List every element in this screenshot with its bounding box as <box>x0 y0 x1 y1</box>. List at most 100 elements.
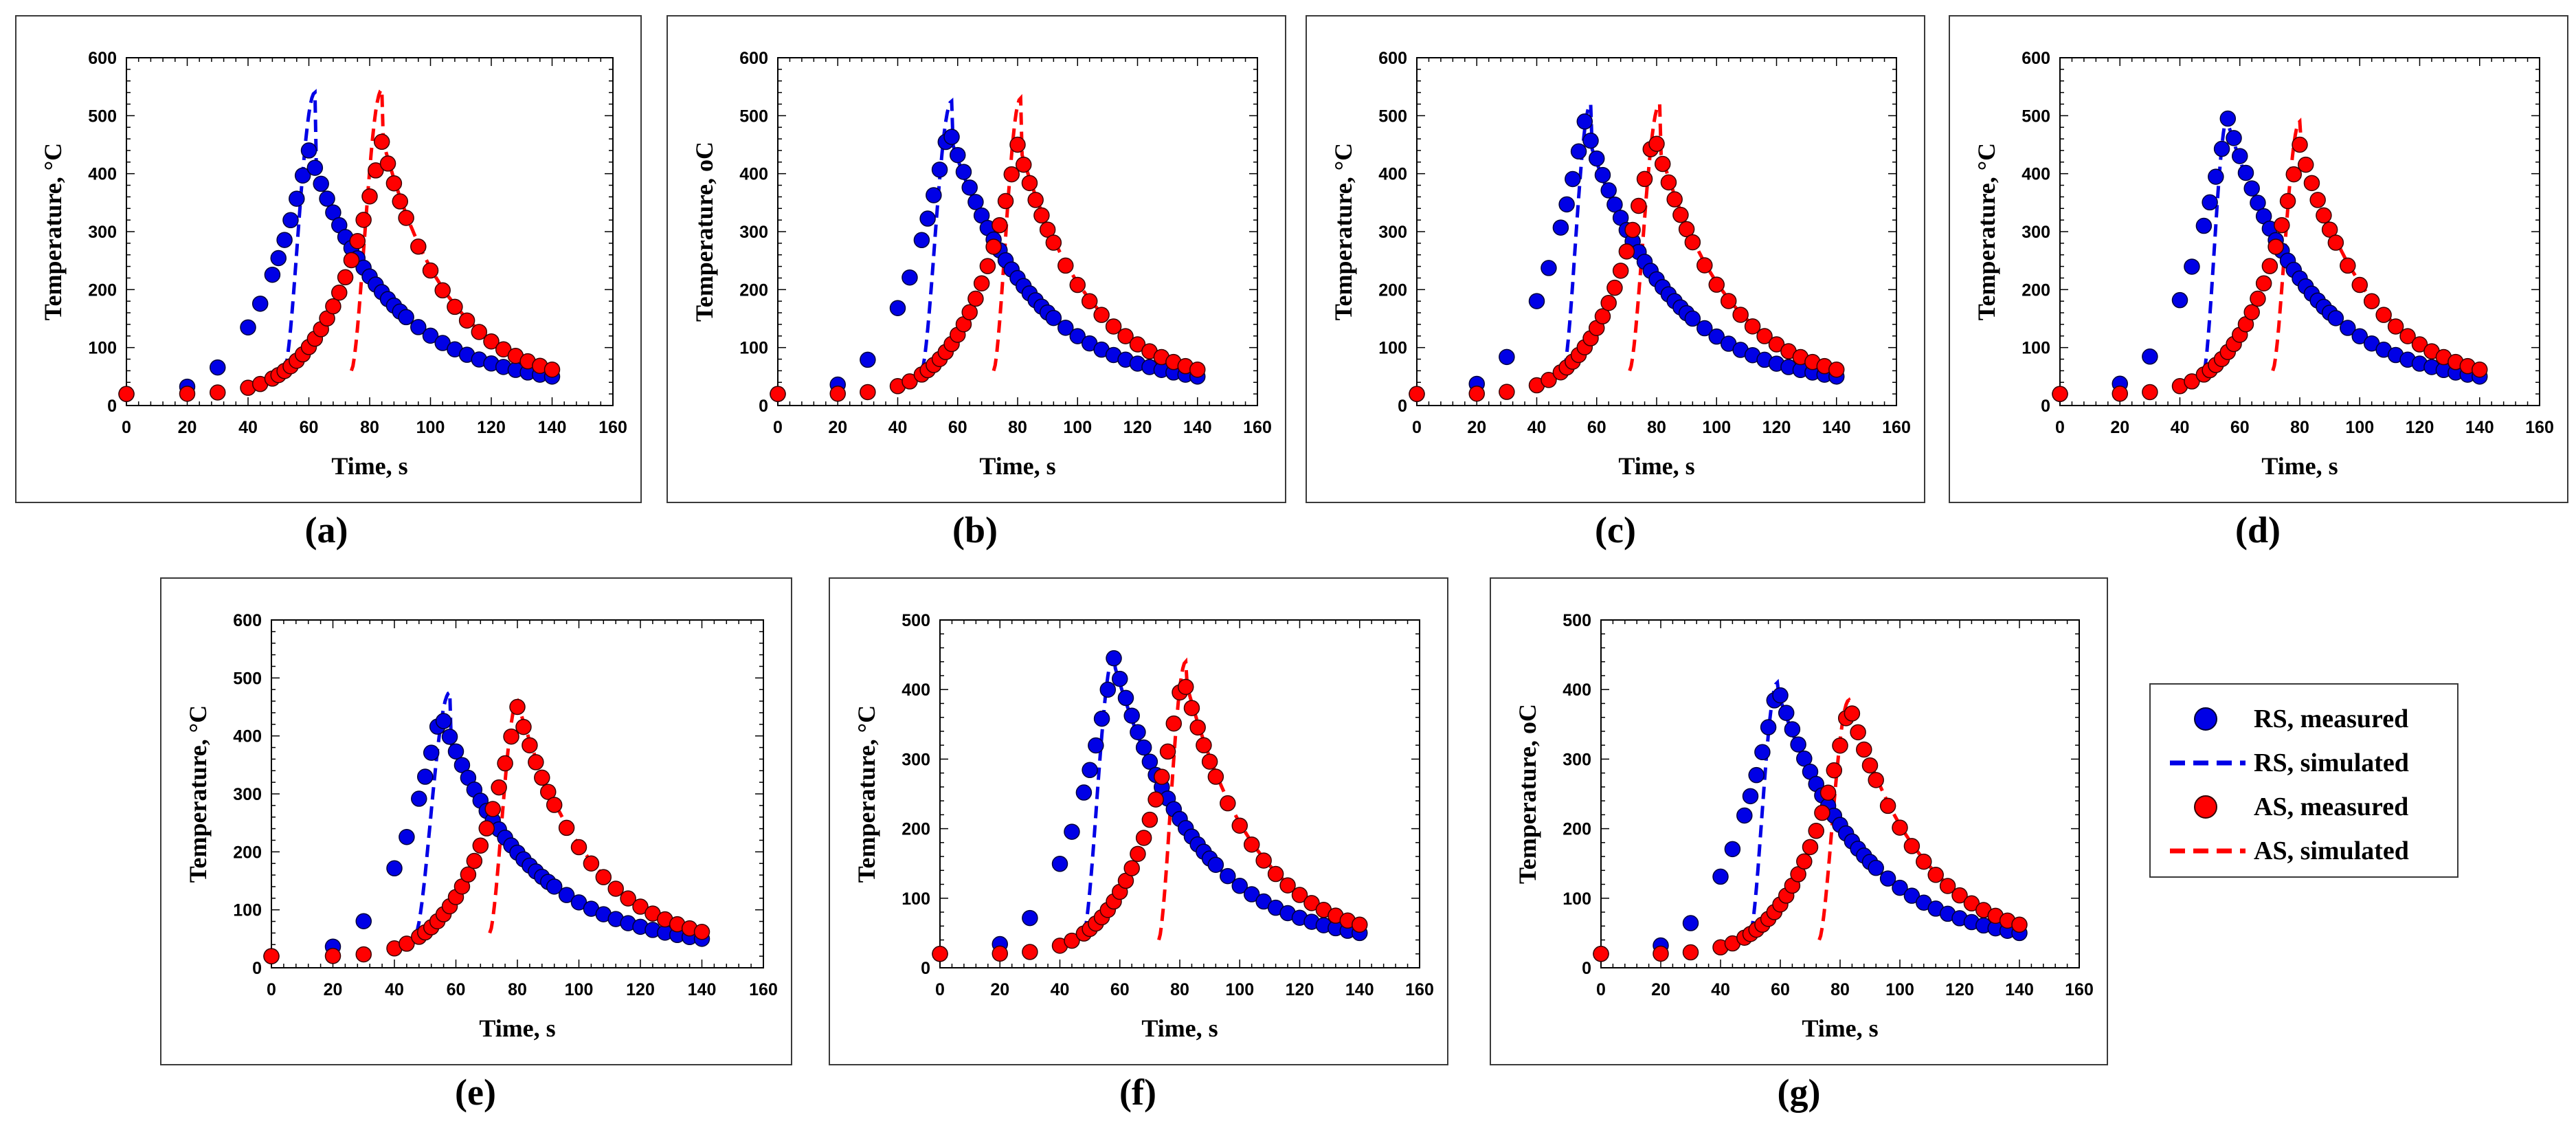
x-tick-label: 160 <box>1243 418 1272 437</box>
as-measured-point <box>992 945 1008 962</box>
as-measured-point <box>1267 865 1284 883</box>
as-measured-point <box>434 282 451 299</box>
rs-measured-point <box>1600 182 1617 199</box>
as-measured-point <box>1064 932 1080 949</box>
rs-measured-point <box>1069 328 1086 344</box>
as-measured-point <box>343 252 360 269</box>
as-measured-point <box>1828 361 1845 378</box>
rs-measured-point <box>1724 841 1741 858</box>
as-measured-point <box>1606 279 1623 296</box>
y-tick-label: 100 <box>1563 889 1591 909</box>
as-measured-point <box>528 754 544 771</box>
rs-measured-point <box>2202 194 2218 211</box>
as-measured-point <box>2309 192 2326 208</box>
y-axis-label: Temperature, °C <box>1973 143 2000 320</box>
rs-measured-point <box>919 210 936 227</box>
x-tick-label: 120 <box>1945 980 1974 999</box>
as-measured-point <box>1600 294 1617 311</box>
rs-measured-point <box>1207 856 1224 873</box>
rs-measured-point <box>1582 132 1599 149</box>
as-measured-point <box>1231 817 1248 834</box>
as-measured-point <box>472 837 489 854</box>
as-measured-point <box>693 923 710 940</box>
as-measured-point <box>503 728 519 745</box>
as-measured-point <box>570 839 587 856</box>
x-tick-label: 100 <box>2345 418 2374 437</box>
as-measured-point <box>1826 762 1843 779</box>
as-measured-point <box>2112 386 2128 402</box>
x-tick-label: 0 <box>773 418 783 437</box>
as-measured-point <box>1409 386 1425 402</box>
y-tick-label: 300 <box>1378 223 1407 242</box>
rs-measured-point <box>240 319 256 336</box>
as-measured-point <box>2340 257 2356 274</box>
x-tick-label: 160 <box>1882 418 1911 437</box>
y-tick-label: 0 <box>2041 397 2050 416</box>
y-tick-label: 0 <box>759 397 768 416</box>
rs-measured-point <box>1712 868 1729 885</box>
x-tick-label: 140 <box>538 418 567 437</box>
y-tick-label: 500 <box>1378 107 1407 126</box>
x-tick-label: 120 <box>1762 418 1791 437</box>
x-tick-label: 40 <box>1711 980 1730 999</box>
y-tick-label: 200 <box>1378 280 1407 300</box>
as-measured-point <box>1879 797 1896 815</box>
chart-svg: 0 20 40 60 80 100 120 140 160 0 100 200 300 400 500 600… <box>184 611 778 1042</box>
as-measured-point <box>1868 772 1884 788</box>
as-measured-point <box>1708 276 1725 293</box>
x-tick-label: 80 <box>1170 980 1189 999</box>
rs-measured-point <box>313 175 329 192</box>
as-measured-point <box>1027 192 1044 208</box>
rs-measured-point <box>1868 859 1884 876</box>
as-measured-point <box>179 386 196 402</box>
as-measured-point <box>325 298 341 315</box>
x-tick-label: 100 <box>1063 418 1092 437</box>
y-axis-label: Temperature, °C <box>39 143 67 320</box>
as-measured-point <box>1081 293 1098 309</box>
y-tick-label: 600 <box>233 611 262 630</box>
rs-measured-point <box>1796 750 1813 767</box>
rs-measured-point <box>1570 143 1587 160</box>
as-measured-point <box>483 333 500 350</box>
x-tick-label: 60 <box>948 418 967 437</box>
as-measured-point <box>2274 217 2290 234</box>
chart-panel-d: 0 20 40 60 80 100 120 140 160 0 100 200 300 400 500 600… <box>1949 15 2568 503</box>
as-measured-point <box>1147 791 1164 808</box>
as-measured-point <box>1832 737 1848 754</box>
as-measured-point <box>1856 741 1872 758</box>
as-measured-point <box>1624 221 1641 239</box>
as-measured-point <box>1744 318 1761 335</box>
y-tick-label: 200 <box>2021 280 2050 300</box>
chart-panel-c: 0 20 40 60 80 100 120 140 160 0 100 200 300 400 500 600… <box>1306 15 1925 503</box>
rs-measured-point <box>294 167 311 184</box>
as-measured-point <box>522 737 538 754</box>
rs-measured-point <box>1243 886 1260 902</box>
y-tick-label: 400 <box>739 165 768 184</box>
as-measured-point <box>509 698 526 716</box>
as-measured-point <box>1021 175 1038 192</box>
legend-item-rs-measured: RS, measured <box>2151 698 2457 740</box>
rs-measured-point <box>282 212 299 229</box>
as-measured-point <box>399 935 415 952</box>
as-measured-point <box>1618 243 1635 260</box>
rs-measured-point <box>1790 736 1806 753</box>
y-tick-label: 0 <box>1582 959 1591 978</box>
as-measured-point <box>1117 328 1134 344</box>
legend-item-as-simulated: AS, simulated <box>2151 830 2457 872</box>
legend-label-rs-simulated: RS, simulated <box>2254 749 2409 777</box>
x-tick-label: 0 <box>1412 418 1422 437</box>
y-axis-label: Temperature, oC <box>691 142 718 322</box>
as-measured-point <box>118 386 135 402</box>
rs-measured-point <box>386 860 403 877</box>
as-measured-point <box>1123 860 1140 876</box>
as-measured-point <box>2011 916 2028 933</box>
x-tick-label: 0 <box>267 980 276 999</box>
x-tick-label: 60 <box>300 418 319 437</box>
as-measured-point <box>2351 276 2368 293</box>
y-tick-label: 300 <box>739 223 768 242</box>
as-measured-point <box>1594 308 1611 324</box>
rs-measured-point <box>1682 915 1699 931</box>
rs-measured-point <box>2351 328 2368 344</box>
panel-caption-f: (f) <box>1119 1072 1156 1113</box>
